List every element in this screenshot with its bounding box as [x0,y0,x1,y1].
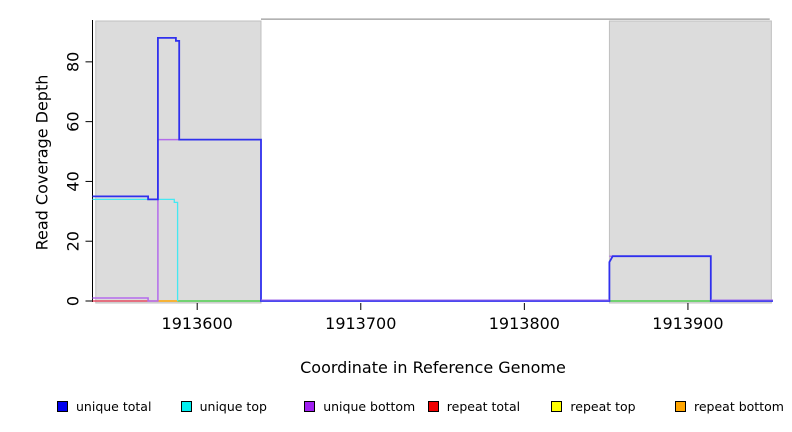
svg-text:0: 0 [64,296,83,306]
chart-legend: unique total unique top unique bottom repea… [0,398,792,418]
svg-text:60: 60 [64,111,83,131]
legend-item-repeat-bottom: repeat bottom [675,398,784,414]
legend-swatch-repeat-total [427,400,439,412]
svg-text:1913600: 1913600 [162,314,233,333]
legend-label: unique bottom [323,398,416,414]
legend-label: repeat top [570,398,636,414]
y-axis-title: Read Coverage Depth [32,74,52,251]
legend-label: unique total [76,398,152,414]
legend-item-repeat-total: repeat total [427,398,521,414]
axes [85,20,689,310]
coverage-series [92,37,773,302]
axis-tick-labels: 0 20 40 60 80 1913600 1913700 1913800 1913900 [64,52,724,333]
x-axis-title: Coordinate in Reference Genome [300,358,566,377]
svg-text:80: 80 [64,52,83,72]
legend-item-unique-bottom: unique bottom [304,398,415,414]
legend-swatch-repeat-bottom [675,400,686,412]
svg-text:20: 20 [64,231,83,251]
svg-text:1913700: 1913700 [325,314,396,333]
series-unique-top [92,198,179,301]
series-unique-bottom [92,138,180,302]
svg-text:40: 40 [64,171,83,191]
svg-text:1913900: 1913900 [652,314,723,333]
legend-swatch-unique-top [180,400,192,412]
legend-swatch-unique-bottom [304,400,316,412]
legend-label: repeat bottom [694,398,784,414]
series-unique-total [92,37,773,302]
legend-label: unique top [199,398,267,414]
legend-item-unique-total: unique total [57,398,151,414]
legend-item-unique-top: unique top [180,398,267,414]
legend-swatch-unique-total [57,400,68,412]
legend-item-repeat-top: repeat top [551,398,636,414]
svg-text:1913800: 1913800 [489,314,560,333]
legend-label: repeat total [446,398,521,414]
legend-swatch-repeat-top [551,400,563,412]
repeat-region-shading [95,20,772,304]
